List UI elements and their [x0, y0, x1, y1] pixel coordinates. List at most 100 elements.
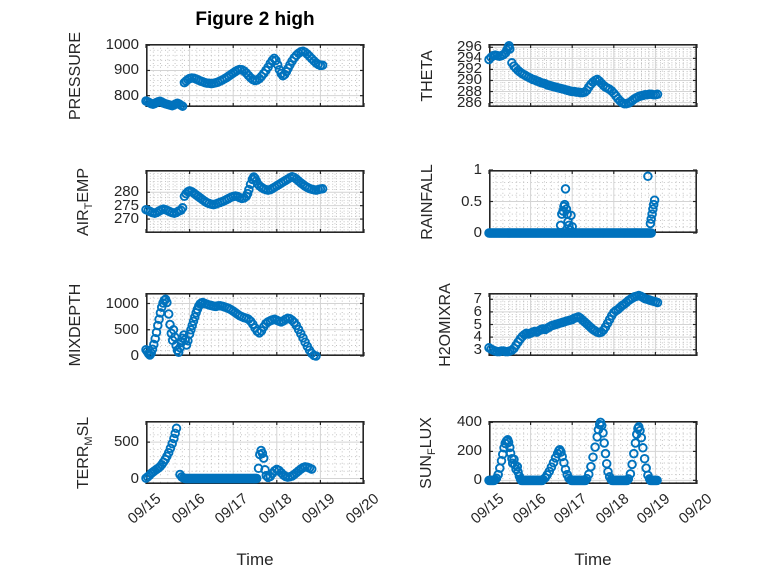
data-point-marker	[257, 448, 268, 459]
data-point-marker	[186, 325, 196, 335]
figure-title: Figure 2 high	[195, 9, 315, 30]
pressure-y-tick-label: 1000	[105, 36, 139, 54]
data-point-marker	[271, 55, 281, 66]
data-point-marker	[649, 195, 660, 205]
rainfall-y-tick-label: 0	[473, 224, 482, 241]
theta-y-tick-label: 288	[456, 82, 482, 100]
data-point-marker	[177, 101, 188, 111]
axes-border	[489, 44, 697, 108]
terr-msl-plot-area	[141, 421, 365, 485]
data-point-marker	[173, 347, 184, 358]
rainfall-y-tick-label: 1	[473, 161, 482, 178]
ylabel-subscript: T	[83, 202, 96, 209]
data-point-marker	[306, 464, 317, 474]
h2omixra-y-tick-label: 5	[473, 315, 482, 333]
data-point-marker	[147, 344, 158, 354]
h2omixra-y-axis-label: H2OMIXRA	[437, 283, 455, 367]
data-point-marker	[560, 464, 571, 475]
h2omixra-y-tick-label: 6	[473, 302, 482, 320]
data-point-marker	[505, 442, 515, 453]
air-temp-scatter-series	[141, 171, 328, 218]
ylabel-text: PRESSURE	[67, 31, 84, 120]
data-point-marker	[629, 448, 639, 459]
air-temp-plot-area	[141, 170, 365, 234]
ylabel-text: EMP	[74, 167, 92, 203]
pressure-plot-area	[141, 44, 365, 111]
theta-y-tick-label: 296	[456, 38, 482, 56]
data-point-marker	[557, 451, 567, 462]
data-point-marker	[559, 199, 570, 210]
axes-border	[146, 170, 364, 234]
data-point-marker	[165, 443, 176, 454]
pressure-scatter-series	[141, 46, 328, 111]
data-point-marker	[648, 199, 659, 210]
x-axis-label-left: Time	[236, 550, 274, 569]
data-point-marker	[560, 184, 571, 194]
ylabel-text: THETA	[419, 49, 436, 102]
rainfall-y-tick-label: 0.5	[461, 192, 482, 210]
axes-border	[489, 421, 697, 485]
h2omixra-plot-area	[484, 290, 698, 357]
data-point-marker	[586, 461, 596, 472]
ylabel-subscript: M	[83, 435, 96, 446]
data-point-marker	[184, 329, 195, 339]
data-point-marker	[645, 218, 656, 229]
data-point-marker	[153, 320, 163, 331]
sun-flux-plot-area	[484, 417, 698, 486]
pressure-y-tick-label: 900	[113, 61, 139, 79]
data-point-marker	[648, 204, 658, 214]
data-point-marker	[505, 44, 515, 54]
data-point-marker	[162, 297, 172, 308]
h2omixra-scatter-series	[484, 290, 663, 357]
data-point-marker	[652, 297, 663, 308]
data-point-marker	[150, 333, 160, 344]
mixdepth-plot-area	[141, 293, 365, 361]
x-axis-label-right: Time	[574, 550, 612, 569]
data-point-marker	[512, 461, 523, 472]
data-point-marker	[317, 60, 328, 70]
data-point-marker	[272, 60, 283, 70]
data-point-marker	[154, 314, 164, 325]
ylabel-text: H2OMIXRA	[437, 282, 454, 367]
axes-border	[146, 44, 364, 108]
data-point-marker	[600, 448, 611, 459]
data-point-marker	[311, 351, 321, 361]
ylabel-text: SL	[74, 416, 92, 436]
data-point-marker	[171, 423, 182, 434]
ylabel-text: LUX	[417, 416, 435, 448]
theta-scatter-series	[484, 40, 663, 109]
axes-border	[146, 293, 364, 357]
ylabel-text: TERR	[74, 445, 92, 489]
data-point-marker	[567, 221, 577, 232]
data-point-marker	[647, 209, 657, 219]
data-point-marker	[258, 453, 269, 463]
data-point-marker	[599, 438, 609, 448]
data-point-marker	[556, 447, 566, 457]
data-point-marker	[170, 428, 180, 439]
rainfall-plot-area	[484, 169, 698, 238]
data-point-marker	[598, 428, 608, 438]
data-point-marker	[177, 203, 188, 213]
rainfall-scatter-series	[484, 171, 660, 238]
rainfall-y-axis-label: RAINFALL	[419, 164, 437, 240]
terr-msl-y-tick-label: 500	[113, 433, 139, 451]
ylabel-text: RAINFALL	[419, 163, 436, 240]
data-point-marker	[652, 89, 663, 100]
data-point-marker	[503, 437, 514, 448]
data-point-marker	[190, 312, 200, 322]
ylabel-subscript: F	[426, 447, 439, 455]
h2omixra-y-tick-label: 3	[473, 340, 482, 358]
data-point-marker	[178, 473, 189, 483]
theta-y-axis-label: THETA	[419, 50, 437, 101]
data-point-marker	[188, 316, 199, 327]
data-point-marker	[163, 447, 174, 458]
theta-plot-area	[484, 40, 698, 109]
data-point-marker	[630, 438, 641, 448]
data-point-marker	[254, 328, 265, 338]
data-point-marker	[643, 171, 653, 182]
data-point-marker	[187, 320, 197, 331]
data-point-marker	[588, 452, 598, 462]
terr-msl-y-tick-label: 0	[130, 469, 139, 487]
air-temp-y-axis-label: AIRTEMP	[75, 167, 95, 235]
